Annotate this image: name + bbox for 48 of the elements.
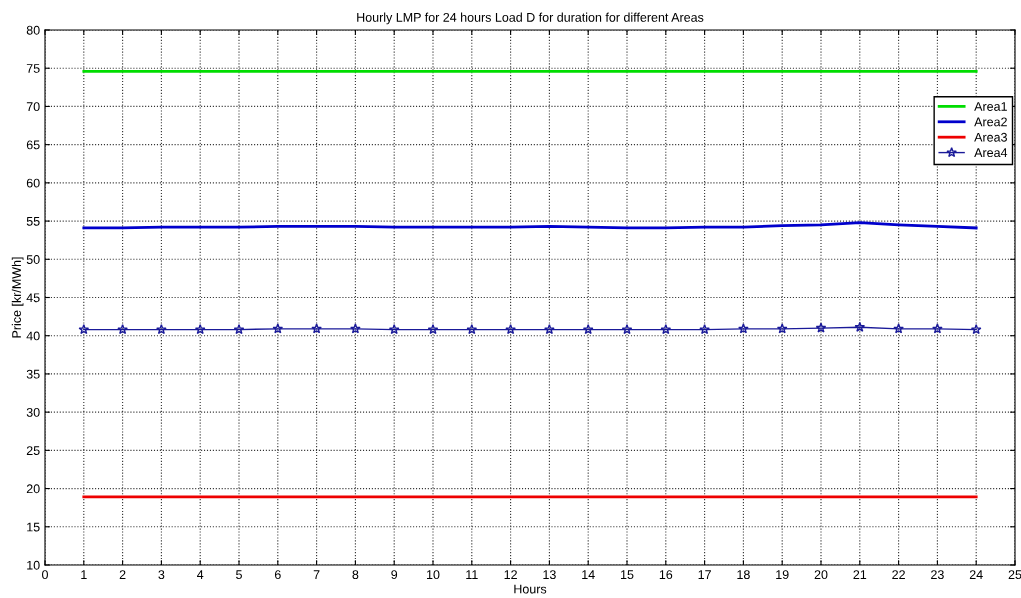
y-tick-label: 70	[26, 102, 40, 112]
x-tick-label: 20	[814, 570, 828, 580]
y-tick-label: 60	[26, 178, 40, 188]
x-tick-label: 7	[313, 570, 320, 579]
y-axis-title: Price [kr/MWh]	[11, 257, 24, 338]
x-tick-label: 16	[659, 570, 673, 580]
x-tick-label: 18	[737, 570, 750, 580]
chart-title: Hourly LMP for 24 hours Load D for duration for different Areas	[357, 12, 704, 25]
y-tick-label: 80	[26, 25, 40, 35]
x-tick-label: 12	[504, 570, 517, 579]
x-tick-label: 15	[621, 570, 634, 580]
x-tick-label: 9	[391, 570, 398, 580]
x-axis-title: Hours	[514, 584, 547, 594]
y-tick-label: 20	[26, 484, 40, 494]
x-tick-label: 13	[543, 570, 556, 580]
x-tick-label: 3	[158, 570, 165, 580]
x-tick-label: 21	[853, 570, 867, 579]
x-tick-label: 4	[197, 570, 204, 579]
y-tick-label: 65	[26, 140, 40, 150]
legend-label: Area1	[974, 102, 1007, 111]
x-tick-label: 10	[427, 570, 440, 580]
y-tick-label: 55	[26, 217, 40, 226]
legend-label: Area4	[974, 148, 1008, 158]
x-tick-label: 22	[892, 570, 905, 579]
x-tick-label: 23	[931, 570, 944, 580]
x-tick-label: 0	[42, 570, 48, 580]
y-tick-label: 75	[26, 64, 40, 73]
y-tick-label: 45	[26, 293, 40, 303]
y-tick-label: 35	[26, 369, 40, 379]
legend-label: Area3	[974, 132, 1007, 142]
x-tick-label: 2	[119, 570, 126, 579]
x-tick-label: 25	[1008, 570, 1021, 580]
x-tick-label: 19	[776, 570, 789, 580]
x-tick-label: 11	[466, 570, 478, 579]
x-tick-label: 6	[274, 570, 281, 580]
x-tick-label: 17	[698, 570, 711, 579]
x-tick-label: 5	[236, 570, 242, 580]
y-tick-label: 40	[26, 331, 40, 341]
x-tick-label: 24	[969, 570, 983, 579]
y-tick-label: 50	[26, 255, 40, 264]
x-tick-label: 8	[352, 570, 359, 580]
x-tick-label: 1	[81, 570, 87, 579]
y-tick-label: 10	[27, 560, 40, 570]
y-tick-label: 15	[27, 522, 40, 532]
legend-label: Area2	[974, 117, 1007, 127]
y-tick-label: 30	[26, 407, 40, 417]
y-tick-label: 25	[26, 446, 40, 456]
x-tick-label: 14	[582, 570, 595, 579]
